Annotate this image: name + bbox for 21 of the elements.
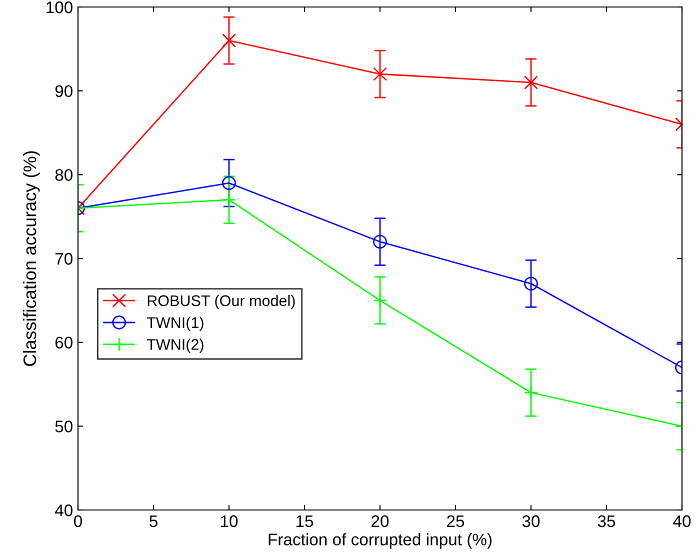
y-tick-label: 70 bbox=[55, 252, 72, 265]
legend-label: ROBUST (Our model) bbox=[148, 294, 295, 310]
x-tick-label: 35 bbox=[598, 515, 616, 528]
legend-label: TWNI(1) bbox=[146, 316, 204, 332]
y-tick-label: 60 bbox=[55, 336, 72, 349]
x-tick-label: 25 bbox=[447, 515, 464, 528]
x-tick-label: 15 bbox=[296, 515, 314, 528]
x-axis-title: Fraction of corrupted input (%) bbox=[268, 533, 492, 549]
legend-label: TWNI(2) bbox=[146, 338, 204, 353]
x-tick-label: 0 bbox=[74, 515, 82, 528]
y-tick-label: 90 bbox=[55, 85, 72, 98]
x-tick-label: 30 bbox=[522, 515, 540, 528]
y-tick-label: 40 bbox=[54, 504, 72, 516]
x-tick-label: 10 bbox=[221, 515, 238, 528]
y-tick-label: 80 bbox=[55, 169, 72, 181]
y-tick-label: 50 bbox=[55, 420, 72, 432]
x-tick-label: 40 bbox=[673, 515, 691, 528]
x-tick-label: 5 bbox=[150, 515, 158, 528]
x-tick-label: 20 bbox=[372, 515, 389, 528]
y-tick-label: 100 bbox=[46, 1, 72, 14]
y-axis-title: Classification accuracy (%) bbox=[22, 151, 40, 366]
